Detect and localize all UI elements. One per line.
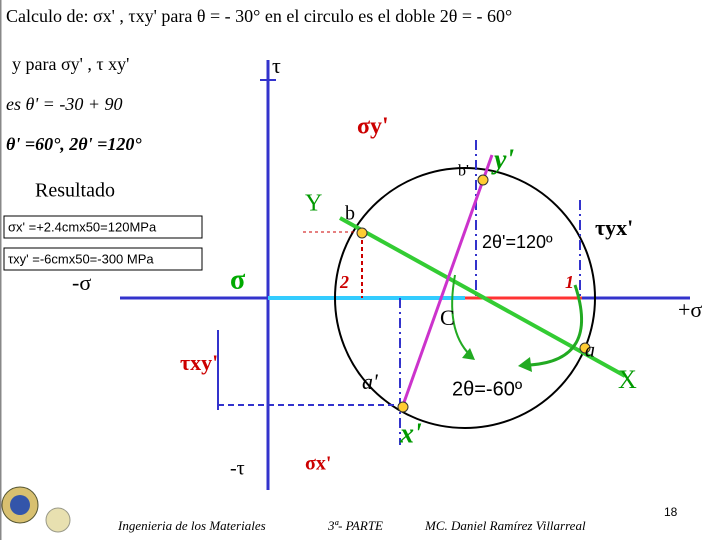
label: X bbox=[618, 365, 637, 394]
page-number: 18 bbox=[664, 505, 678, 519]
guides bbox=[218, 140, 581, 445]
equation: es θ' = -30 + 90 bbox=[6, 94, 122, 114]
logo bbox=[45, 507, 71, 533]
label: a' bbox=[362, 369, 378, 394]
label: x' bbox=[399, 418, 422, 449]
label: -τ bbox=[230, 458, 245, 480]
label: -σ bbox=[72, 270, 91, 295]
label: 2θ'=120º bbox=[482, 232, 553, 252]
label: τxy' bbox=[180, 350, 218, 375]
title: Calculo de: σx' , τxy' para θ = - 30° en… bbox=[6, 6, 512, 26]
label: σy' bbox=[357, 114, 389, 140]
equation: θ' =60°, 2θ' =120° bbox=[6, 134, 142, 154]
label: a bbox=[585, 340, 595, 362]
result-tau: τxy' =-6cmx50=-300 MPa bbox=[8, 251, 154, 266]
arrow-head bbox=[462, 348, 475, 360]
points bbox=[356, 174, 591, 413]
rotation-arc bbox=[529, 284, 584, 367]
subtitle: y para σy' , τ xy' bbox=[12, 54, 129, 74]
result-title: Resultado bbox=[35, 180, 115, 202]
label: y' bbox=[491, 144, 514, 175]
footer-part: 3ª- PARTE bbox=[327, 518, 383, 533]
label: 2 bbox=[339, 272, 349, 292]
label: b' bbox=[458, 163, 469, 180]
footer-author: MC. Daniel Ramírez Villarreal bbox=[424, 518, 586, 533]
diameter-ab bbox=[339, 216, 626, 378]
footer-course: Ingenieria de los Materiales bbox=[117, 518, 266, 533]
label: σ bbox=[230, 264, 246, 295]
result-box bbox=[3, 215, 203, 239]
label: C bbox=[440, 305, 455, 330]
label: 2θ=-60º bbox=[452, 378, 523, 400]
small-arc bbox=[451, 274, 471, 356]
label: τyx' bbox=[595, 215, 633, 240]
logo bbox=[10, 495, 30, 515]
arrow-head bbox=[518, 357, 532, 372]
result-sigma: σx' =+2.4cmx50=120MPa bbox=[8, 219, 157, 234]
label: σx' bbox=[305, 453, 331, 475]
label: +σ bbox=[678, 297, 702, 322]
label: 1 bbox=[565, 272, 574, 292]
diameter-rotated bbox=[400, 154, 494, 409]
label: b bbox=[345, 203, 355, 225]
label: Y bbox=[305, 191, 322, 217]
result-box bbox=[3, 247, 203, 271]
label: τ bbox=[272, 53, 281, 78]
mohr-circle bbox=[334, 167, 596, 429]
